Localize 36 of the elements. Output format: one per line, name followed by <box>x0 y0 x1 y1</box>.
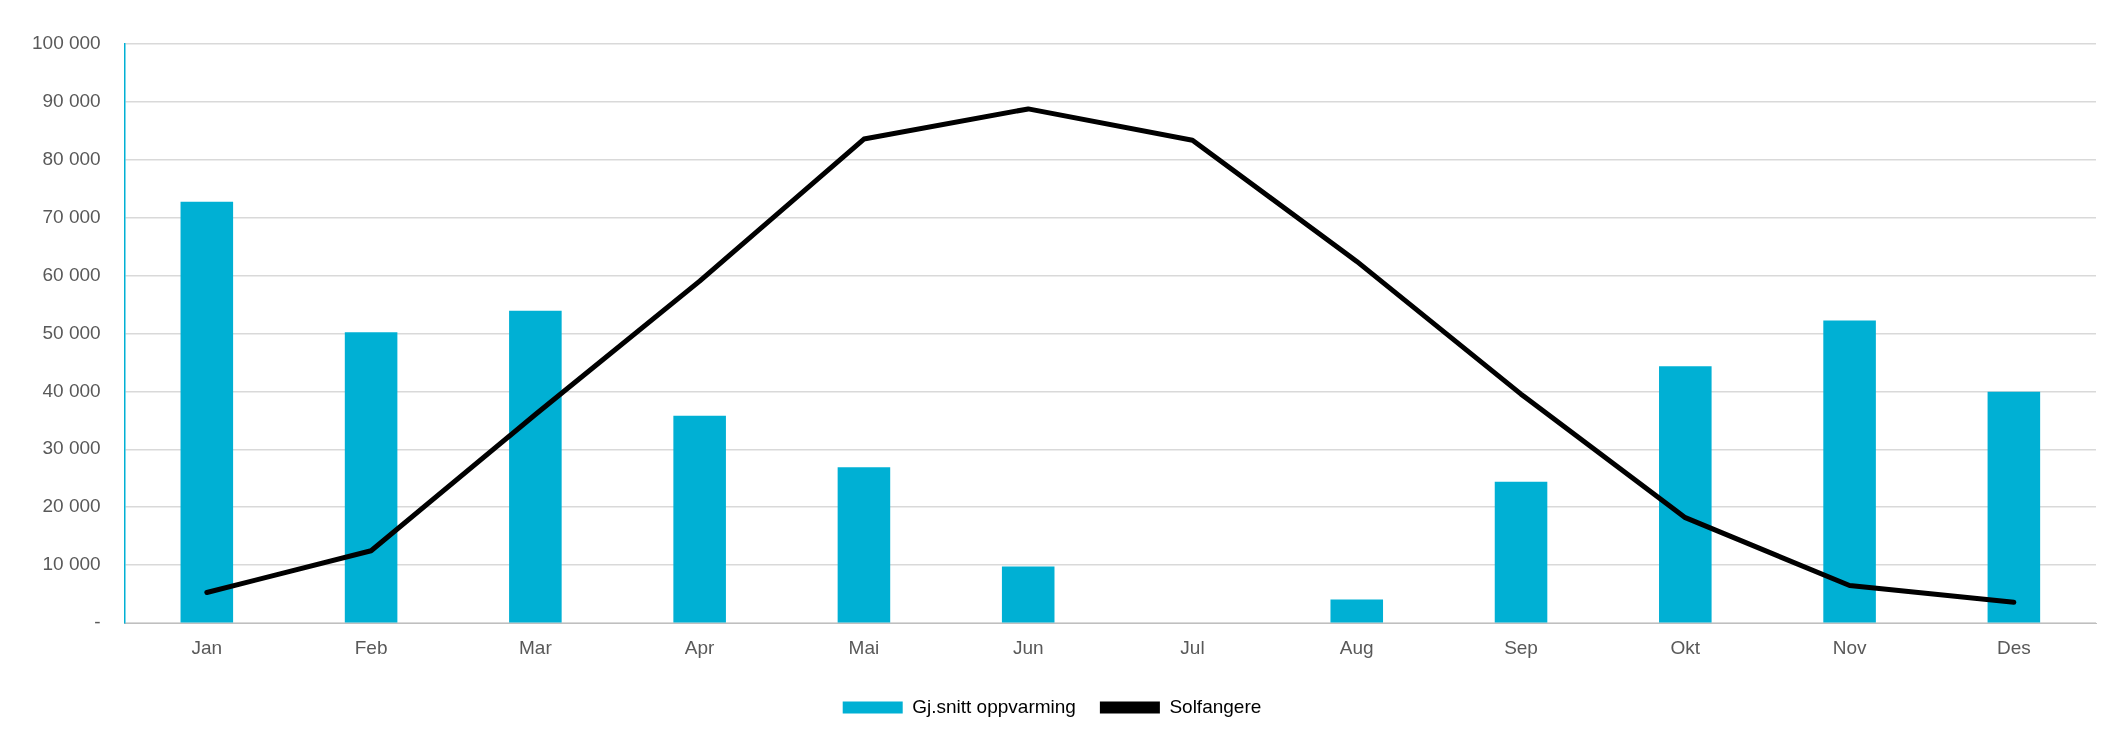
bar <box>1987 391 2041 623</box>
x-tick-label: Des <box>1996 636 2031 658</box>
y-tick-label: 40 000 <box>42 379 101 401</box>
x-tick-label: Sep <box>1504 636 1538 658</box>
bar <box>344 332 398 623</box>
y-tick-label: 90 000 <box>42 89 101 111</box>
y-tick-label: 100 000 <box>31 31 101 53</box>
x-tick-label: Feb <box>354 636 388 658</box>
x-tick-label: Nov <box>1832 636 1867 658</box>
y-tick-label: - <box>94 611 101 633</box>
bar <box>1494 481 1548 623</box>
y-tick-label: 10 000 <box>42 553 101 575</box>
x-tick-label: Aug <box>1339 636 1374 658</box>
bar <box>180 201 234 623</box>
x-tick-label: Mar <box>519 636 553 658</box>
x-tick-label: Jul <box>1180 636 1205 658</box>
bar <box>1330 599 1384 623</box>
y-tick-label: 70 000 <box>42 205 101 227</box>
bar <box>837 467 891 623</box>
bar <box>1001 566 1055 623</box>
bar <box>673 415 726 623</box>
x-tick-label: Mai <box>848 636 880 658</box>
legend-label: Gj.snitt oppvarming <box>912 695 1076 717</box>
bar <box>1659 366 1712 623</box>
bar <box>1823 320 1876 623</box>
y-tick-label: 80 000 <box>42 147 101 169</box>
y-tick-label: 50 000 <box>42 321 101 343</box>
x-tick-label: Apr <box>684 636 716 658</box>
y-tick-label: 30 000 <box>42 437 101 459</box>
y-tick-label: 60 000 <box>42 263 101 285</box>
x-tick-label: Okt <box>1670 636 1701 658</box>
x-tick-label: Jan <box>191 636 223 658</box>
bar <box>509 310 562 623</box>
x-tick-label: Jun <box>1012 636 1044 658</box>
y-tick-label: 20 000 <box>42 495 101 517</box>
legend-label: Solfangere <box>1169 695 1262 717</box>
